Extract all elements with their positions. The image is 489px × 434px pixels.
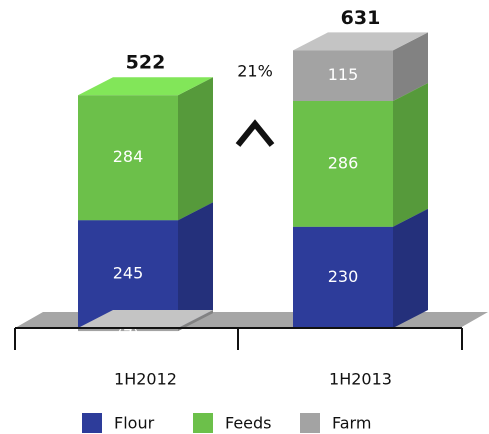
bar: [78, 95, 178, 221]
legend-swatch: [300, 413, 320, 433]
legend-label: Farm: [332, 414, 371, 433]
total-label: 631: [341, 7, 381, 29]
bar: [78, 328, 178, 332]
legend-swatch: [82, 413, 102, 433]
bar-side: [178, 77, 213, 221]
bar: [293, 50, 393, 101]
bar: [293, 100, 393, 227]
bar-top: [78, 310, 213, 328]
bar-side: [393, 32, 428, 101]
bar-side: [178, 202, 213, 328]
bar-top: [78, 77, 213, 96]
value-label: 230: [328, 267, 359, 286]
value-label: 284: [113, 147, 144, 166]
bar-side: [178, 310, 213, 332]
bar-side: [393, 82, 428, 227]
bar-side: [393, 208, 428, 328]
x-tick-label: 1H2012: [114, 370, 177, 389]
bar-top: [293, 32, 428, 51]
total-label: 522: [126, 52, 166, 74]
value-label: 115: [328, 65, 359, 84]
bar: [293, 226, 393, 328]
annotation: 21%: [237, 62, 273, 81]
value-label: 245: [113, 264, 144, 283]
value-label: (7): [117, 326, 140, 345]
legend-swatch: [193, 413, 213, 433]
x-tick-label: 1H2013: [329, 370, 392, 389]
up-caret: [235, 119, 275, 147]
value-label: 286: [328, 153, 359, 172]
legend: Flour Feeds Farm: [82, 413, 371, 433]
bars: 245 284 (7) 230 286 115: [78, 32, 428, 345]
legend-label: Feeds: [225, 414, 272, 433]
legend-label: Flour: [114, 414, 155, 433]
